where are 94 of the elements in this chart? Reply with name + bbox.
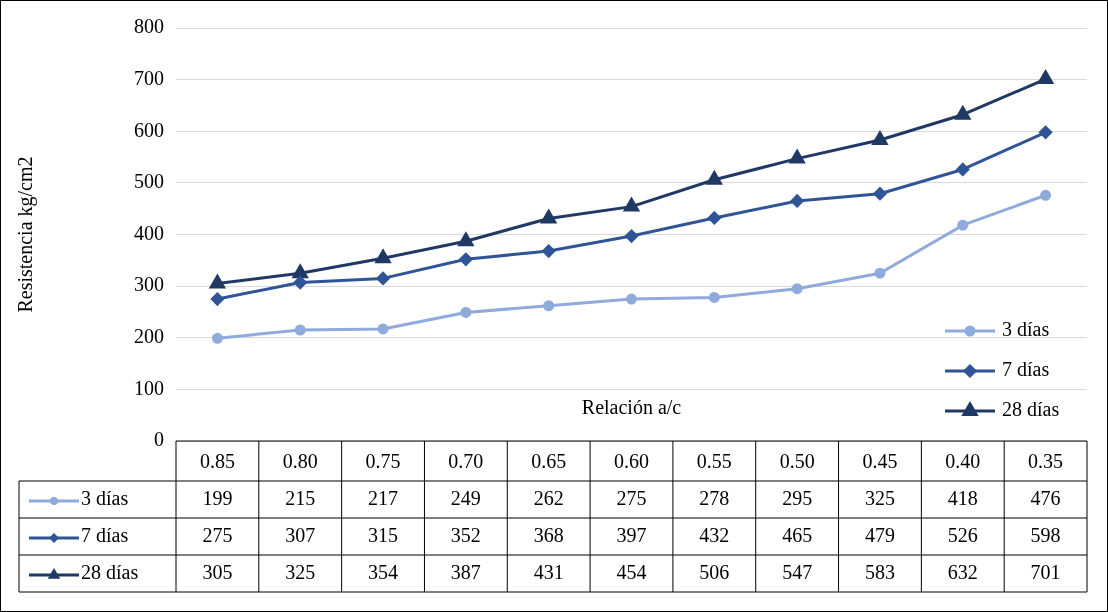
- x-tick-label: 0.55: [696, 450, 732, 473]
- point: [293, 276, 307, 290]
- point: [375, 249, 391, 264]
- data-label: 431: [533, 560, 564, 583]
- x-tick-label: 0.70: [448, 450, 484, 473]
- data-label: 476: [1030, 486, 1061, 509]
- point: [626, 293, 637, 305]
- y-tick-label: 200: [134, 325, 164, 347]
- point: [458, 232, 474, 247]
- x-tick-label: 0.50: [779, 450, 815, 473]
- point: [956, 162, 970, 176]
- data-label: 418: [947, 486, 978, 509]
- data-label: 315: [368, 523, 399, 546]
- data-label: 432: [699, 523, 730, 546]
- data-label: 547: [782, 560, 813, 583]
- text: 7 días: [81, 523, 129, 546]
- point: [957, 219, 969, 231]
- data-label: 262: [533, 486, 564, 509]
- text: 28 días: [81, 560, 139, 583]
- point: [294, 324, 306, 336]
- point: [377, 323, 389, 335]
- y-tick-label: 500: [134, 170, 164, 193]
- point: [872, 131, 888, 146]
- data-label: 465: [782, 523, 813, 546]
- x-tick-label: 0.35: [1028, 450, 1064, 473]
- legend-label: 7 días: [1002, 358, 1050, 381]
- data-label: 479: [864, 523, 895, 546]
- data-label: 325: [864, 486, 895, 509]
- data-label: 249: [450, 486, 481, 509]
- point: [376, 271, 390, 285]
- point: [706, 171, 722, 185]
- point: [790, 194, 804, 208]
- x-tick-label: 0.85: [199, 450, 235, 473]
- point: [459, 252, 473, 266]
- data-label: 387: [450, 560, 481, 583]
- point: [292, 264, 308, 279]
- data-label: 526: [947, 523, 978, 546]
- point: [789, 150, 805, 164]
- data-label: 275: [616, 486, 647, 509]
- point: [707, 211, 721, 225]
- data-label: 217: [368, 486, 399, 509]
- data-label: 701: [1030, 560, 1061, 583]
- point: [460, 306, 472, 318]
- point: [209, 275, 225, 289]
- point: [625, 229, 638, 243]
- point: [1038, 70, 1054, 85]
- x-tick-label: 0.45: [862, 450, 898, 473]
- y-axis-title: Resistencia kg/cm2: [14, 156, 38, 313]
- data-label: 632: [947, 560, 978, 583]
- point: [955, 106, 971, 120]
- data-label: 352: [450, 523, 481, 546]
- point: [1040, 189, 1052, 201]
- data-label: 598: [1030, 523, 1061, 546]
- y-tick-label: 700: [134, 66, 164, 89]
- data-label: 354: [368, 560, 399, 583]
- y-tick-label: 100: [134, 376, 164, 399]
- data-label: 275: [202, 523, 233, 546]
- data-label: 307: [285, 523, 316, 546]
- y-tick-label: 300: [134, 273, 164, 296]
- point: [1039, 125, 1053, 139]
- data-label: 454: [616, 560, 647, 583]
- x-tick-label: 0.75: [365, 450, 401, 473]
- point: [873, 187, 887, 201]
- y-tick-label: 0: [154, 428, 164, 451]
- x-tick-label: 0.60: [614, 450, 649, 473]
- point: [541, 210, 557, 224]
- text: 3 días: [81, 486, 129, 509]
- point: [623, 198, 640, 212]
- x-tick-label: 0.65: [531, 450, 567, 473]
- point: [791, 283, 803, 295]
- legend-label: 3 días: [1002, 318, 1050, 341]
- y-tick-label: 400: [134, 221, 164, 244]
- data-label: 215: [285, 486, 316, 509]
- data-label: 295: [782, 486, 813, 509]
- point: [210, 292, 224, 306]
- data-label: 583: [864, 560, 895, 583]
- legend-label: 28 días: [1002, 398, 1060, 421]
- x-axis-title: Relación a/c: [581, 396, 682, 419]
- data-label: 368: [533, 523, 564, 546]
- point: [874, 267, 886, 279]
- x-tick-label: 0.80: [282, 450, 318, 473]
- y-tick-label: 800: [134, 15, 164, 38]
- data-label: 506: [699, 560, 730, 583]
- point: [542, 244, 556, 258]
- y-tick-label: 600: [134, 118, 164, 141]
- data-label: 325: [285, 560, 316, 583]
- point: [211, 332, 223, 344]
- data-label: 199: [202, 486, 233, 509]
- data-label: 305: [202, 560, 233, 583]
- x-tick-label: 0.40: [945, 450, 981, 473]
- point: [708, 291, 720, 303]
- data-label: 397: [616, 523, 647, 546]
- data-label: 278: [699, 486, 730, 509]
- point: [543, 300, 555, 312]
